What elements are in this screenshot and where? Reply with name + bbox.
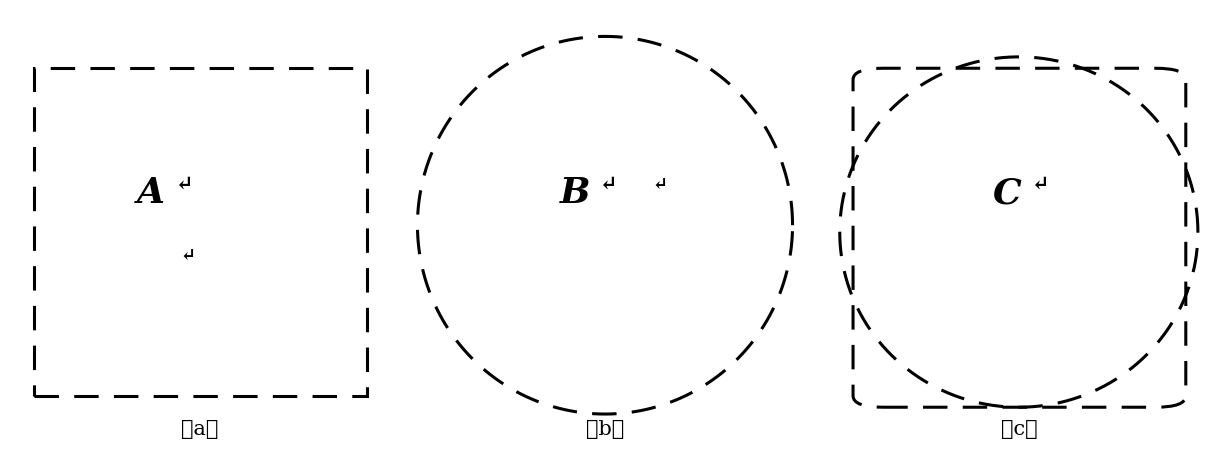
Text: （b）: （b） <box>586 420 624 440</box>
Text: ↵: ↵ <box>1032 174 1049 194</box>
Text: ↵: ↵ <box>180 246 195 264</box>
Text: （c）: （c） <box>1001 420 1037 440</box>
Text: ↵: ↵ <box>177 174 194 194</box>
Text: ↵: ↵ <box>652 175 667 193</box>
Text: C: C <box>992 177 1021 210</box>
Text: A: A <box>137 177 166 210</box>
Text: B: B <box>559 177 590 210</box>
Text: ↵: ↵ <box>600 174 617 194</box>
Bar <box>34 68 367 396</box>
Text: （a）: （a） <box>182 420 218 440</box>
